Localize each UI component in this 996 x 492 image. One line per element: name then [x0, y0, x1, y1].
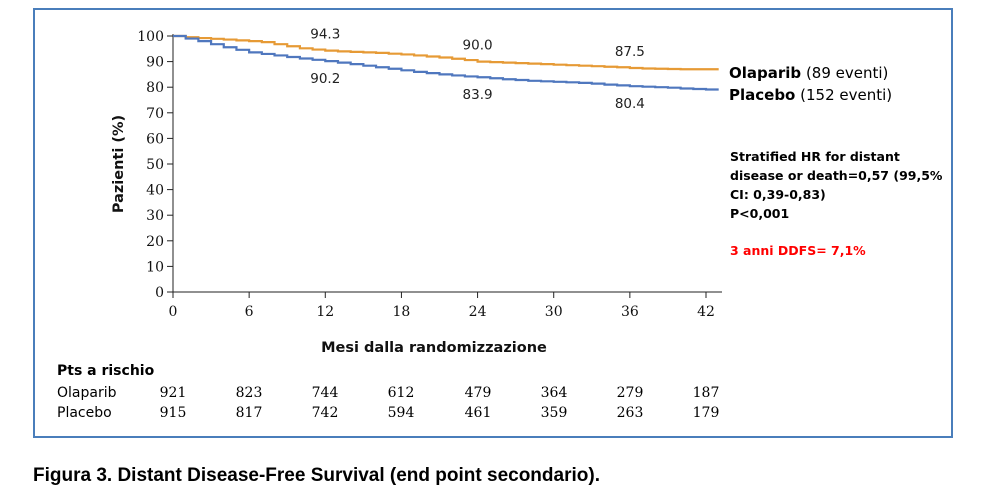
ddfs-highlight: 3 anni DDFS= 7,1%	[730, 243, 866, 258]
legend-placebo-name: Placebo	[729, 86, 796, 104]
hazard-ratio-box: Stratified HR for distant disease or dea…	[730, 147, 950, 223]
x-tick-label: 36	[621, 304, 639, 320]
legend-olaparib-name: Olaparib	[729, 64, 802, 82]
risk-cell: 915	[159, 405, 187, 421]
x-tick-label: 24	[469, 304, 487, 320]
x-tick-label: 30	[545, 304, 563, 320]
y-tick-label: 0	[155, 285, 164, 301]
risk-cell: 187	[692, 385, 720, 401]
risk-cell: 612	[387, 385, 415, 401]
legend-placebo: Placebo (152 eventi)	[729, 86, 892, 104]
risk-cell: 179	[692, 405, 720, 421]
risk-row-label: Olaparib	[57, 385, 117, 401]
risk-cell: 744	[311, 385, 339, 401]
figure-frame	[33, 8, 953, 438]
risk-cell: 921	[159, 385, 187, 401]
risk-cell: 594	[387, 405, 415, 421]
y-tick-label: 90	[146, 55, 164, 71]
y-tick-label: 80	[146, 80, 164, 96]
risk-cell: 279	[616, 385, 644, 401]
hazard-ratio-text: Stratified HR for distant disease or dea…	[730, 149, 943, 202]
risk-cell: 364	[540, 385, 568, 401]
data-label-placebo: 80.4	[615, 96, 645, 112]
risk-cell: 742	[311, 405, 339, 421]
series-line-olaparib	[173, 34, 719, 71]
series-line-placebo	[173, 34, 719, 91]
data-label-olaparib: 87.5	[615, 44, 645, 60]
risk-cell: 479	[464, 385, 492, 401]
y-tick-label: 50	[146, 157, 164, 173]
risk-cell: 817	[235, 405, 263, 421]
p-value-text: P<0,001	[730, 206, 790, 221]
y-axis-label: Pazienti (%)	[111, 115, 127, 213]
y-tick-label: 30	[146, 208, 164, 224]
data-label-olaparib: 94.3	[310, 27, 340, 43]
risk-row-label: Placebo	[57, 405, 112, 421]
risk-table-title: Pts a rischio	[57, 363, 155, 379]
y-tick-label: 70	[146, 106, 164, 122]
data-label-olaparib: 90.0	[463, 38, 493, 54]
x-tick-label: 42	[697, 304, 715, 320]
data-label-placebo: 83.9	[463, 87, 493, 103]
x-tick-label: 18	[393, 304, 411, 320]
y-tick-label: 40	[146, 183, 164, 199]
risk-cell: 823	[235, 385, 263, 401]
risk-cell: 461	[464, 405, 492, 421]
y-tick-label: 60	[146, 131, 164, 147]
x-tick-label: 12	[316, 304, 334, 320]
risk-cell: 263	[616, 405, 644, 421]
y-tick-label: 10	[146, 259, 164, 275]
risk-cell: 359	[540, 405, 568, 421]
figure-caption: Figura 3. Distant Disease-Free Survival …	[33, 465, 600, 486]
legend-placebo-events: (152 eventi)	[800, 86, 893, 104]
y-tick-label: 100	[137, 29, 164, 45]
x-tick-label: 6	[245, 304, 254, 320]
data-label-placebo: 90.2	[310, 71, 340, 87]
x-tick-label: 0	[169, 304, 178, 320]
x-axis-label: Mesi dalla randomizzazione	[321, 340, 547, 356]
legend-olaparib: Olaparib (89 eventi)	[729, 64, 888, 82]
legend-olaparib-events: (89 eventi)	[805, 64, 889, 82]
y-tick-label: 20	[146, 234, 164, 250]
